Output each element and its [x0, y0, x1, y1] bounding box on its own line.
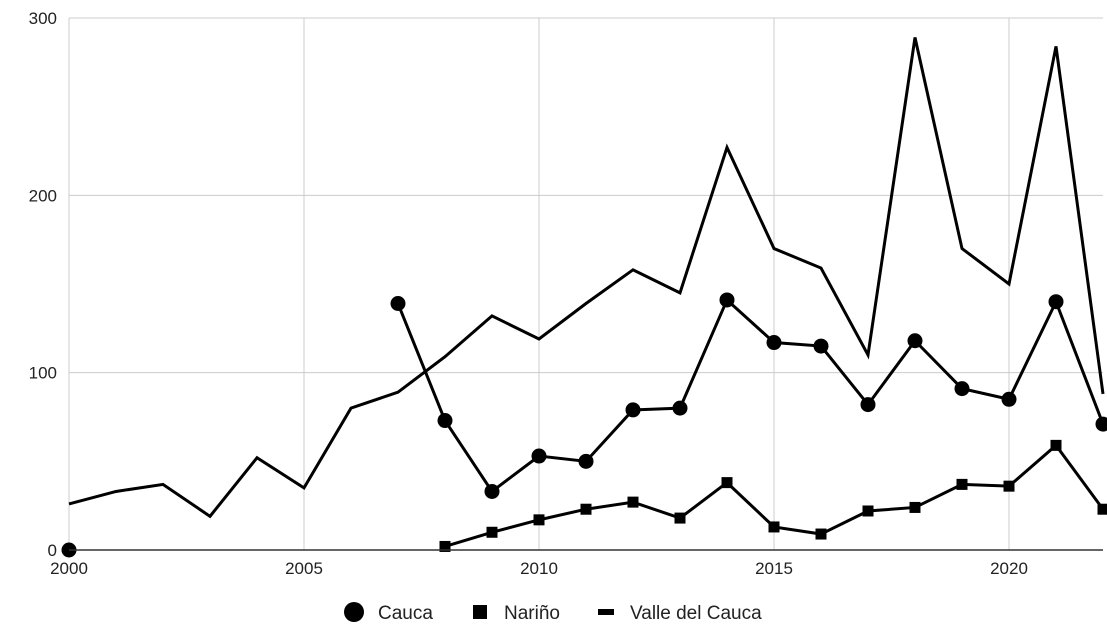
legend-label: Nariño [504, 603, 560, 624]
y-tick-label: 100 [29, 364, 57, 383]
x-tick-label: 2000 [50, 559, 88, 578]
data-point-cauca [437, 413, 453, 429]
data-point-nari-o [862, 505, 874, 517]
legend-marker-line [598, 609, 614, 615]
data-point-cauca [719, 292, 735, 308]
legend-item-nari-o: Nariño [473, 603, 560, 624]
series-line-cauca [396, 297, 1105, 494]
series-line-valle-del-cauca [68, 37, 1105, 519]
data-point-nari-o [1097, 503, 1107, 515]
data-point-cauca [1048, 294, 1064, 310]
y-tick-label: 300 [29, 9, 57, 28]
y-tick-label: 200 [29, 186, 57, 205]
data-point-nari-o [909, 501, 921, 513]
data-point-nari-o [674, 512, 686, 524]
data-point-cauca [813, 338, 829, 354]
data-point-nari-o [439, 540, 451, 552]
data-point-nari-o [721, 477, 733, 489]
data-point-cauca [390, 296, 406, 312]
data-point-nari-o [768, 521, 780, 533]
data-point-cauca [484, 483, 500, 499]
data-point-cauca [1095, 416, 1107, 432]
data-point-nari-o [533, 514, 545, 526]
data-point-cauca [578, 453, 594, 469]
series-cauca [61, 292, 1107, 558]
legend-label: Cauca [378, 603, 433, 624]
x-tick-label: 2015 [755, 559, 793, 578]
legend-marker-square [473, 605, 487, 619]
data-point-nari-o [1050, 439, 1062, 451]
grid [68, 17, 1103, 550]
legend-marker-circle [344, 602, 364, 622]
data-point-nari-o [815, 528, 827, 540]
legend-label: Valle del Cauca [630, 603, 762, 624]
data-point-cauca [1001, 391, 1017, 407]
legend-item-valle-del-cauca: Valle del Cauca [598, 603, 762, 624]
data-point-cauca [672, 400, 688, 416]
data-point-cauca [907, 333, 923, 349]
x-tick-label: 2010 [520, 559, 558, 578]
data-point-cauca [531, 448, 547, 464]
x-tick-label: 2020 [990, 559, 1028, 578]
axes: 0 100 200 300 2000 2005 2010 2015 2020 [29, 9, 1103, 578]
data-point-cauca [954, 381, 970, 397]
data-point-nari-o [486, 526, 498, 538]
data-point-nari-o [580, 503, 592, 515]
data-point-nari-o [627, 496, 639, 508]
series-layer [61, 37, 1107, 558]
data-point-cauca [766, 335, 782, 351]
data-point-nari-o [956, 478, 968, 490]
data-point-cauca [860, 397, 876, 413]
x-tick-label: 2005 [285, 559, 323, 578]
series-valle-del-cauca [68, 37, 1105, 519]
legend: Cauca Nariño Valle del Cauca [344, 602, 762, 624]
y-tick-label: 0 [48, 541, 57, 560]
series-nari-o [439, 439, 1107, 552]
data-point-cauca [625, 402, 641, 418]
data-point-nari-o [1003, 480, 1015, 492]
legend-item-cauca: Cauca [344, 602, 433, 624]
